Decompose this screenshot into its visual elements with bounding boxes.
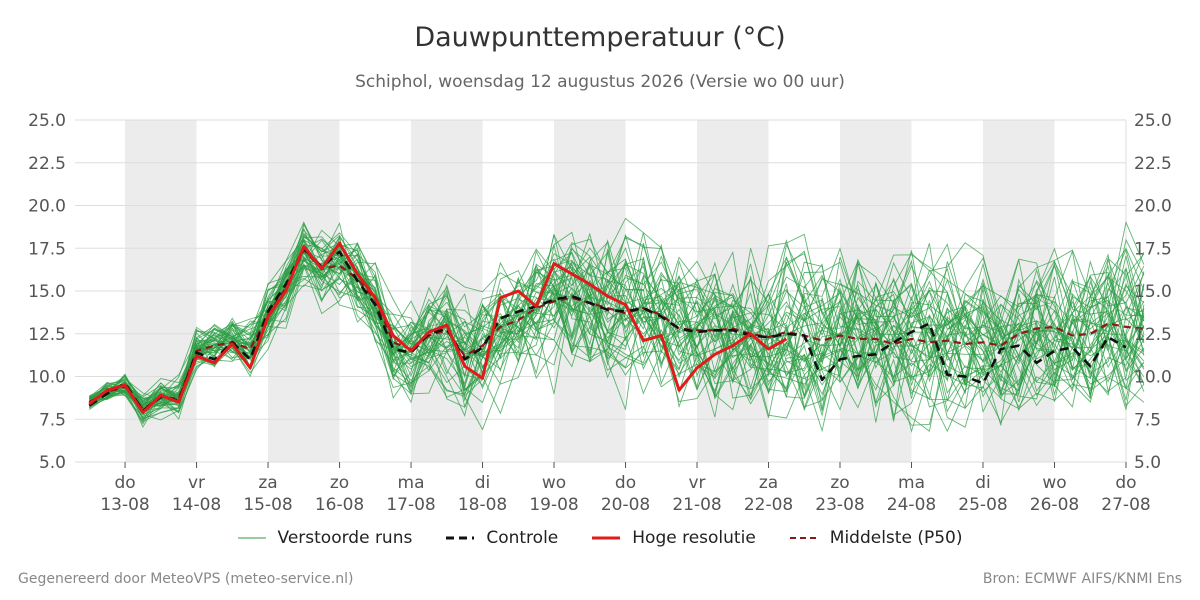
y-tick-label-left: 17.5: [28, 239, 66, 259]
y-tick-label-right: 12.5: [1134, 325, 1172, 345]
x-tick-date: 17-08: [386, 495, 435, 515]
x-tick-weekday: do: [1115, 473, 1136, 493]
x-tick-weekday: wo: [1042, 473, 1066, 493]
ensemble-run-line: [89, 243, 1145, 431]
legend-label-hires: Hoge resolutie: [632, 528, 756, 548]
footer-generated-by: Gegenereerd door MeteoVPS (meteo-service…: [18, 571, 354, 587]
y-tick-label-right: 5.0: [1134, 453, 1161, 473]
y-tick-label-left: 20.0: [28, 197, 66, 217]
x-tick-weekday: do: [615, 473, 636, 493]
y-tick-label-right: 17.5: [1134, 239, 1172, 259]
hires-line: [88, 241, 788, 414]
legend: Verstoorde runs Controle Hoge resolutie …: [0, 528, 1200, 548]
legend-label-ensemble: Verstoorde runs: [277, 528, 413, 548]
ensemble-run-line: [89, 241, 1145, 423]
y-tick-label-left: 12.5: [28, 325, 66, 345]
legend-label-control: Controle: [486, 528, 559, 548]
x-tick-weekday: wo: [542, 473, 566, 493]
y-tick-label-left: 15.0: [28, 282, 66, 302]
x-tick-date: 21-08: [672, 495, 721, 515]
ensemble-run-line: [89, 248, 1145, 406]
y-axis-right: 5.0 7.5 10.0 12.5 15.0 17.5 20.0 22.5 25.0: [1134, 111, 1172, 473]
legend-swatch-control: [446, 536, 475, 540]
y-tick-label-left: 22.5: [28, 154, 66, 174]
y-tick-label-left: 7.5: [39, 410, 66, 430]
x-tick-date: 13-08: [100, 495, 149, 515]
x-tick-date: 23-08: [815, 495, 864, 515]
legend-item-ensemble: Verstoorde runs: [237, 528, 413, 548]
ensemble-run-line: [89, 244, 1145, 414]
y-tick-label-right: 7.5: [1134, 410, 1161, 430]
y-tick-label-right: 25.0: [1134, 111, 1172, 131]
ensemble-run-line: [89, 249, 1145, 412]
y-tick-label-left: 10.0: [28, 368, 66, 388]
main-series: [88, 241, 1145, 414]
x-tick-date: 22-08: [744, 495, 793, 515]
legend-item-control: Controle: [446, 528, 558, 548]
ensemble-run-line: [89, 229, 1145, 433]
y-tick-label-right: 10.0: [1134, 368, 1172, 388]
x-tick-weekday: di: [475, 473, 491, 493]
x-tick-date: 16-08: [315, 495, 364, 515]
y-tick-label-left: 25.0: [28, 111, 66, 131]
legend-item-median: Middelste (P50): [789, 528, 963, 548]
control-line: [88, 247, 1127, 412]
x-tick-date: 19-08: [529, 495, 578, 515]
chart-title: Dauwpunttemperatuur (°C): [414, 22, 786, 53]
x-tick-date: 14-08: [172, 495, 221, 515]
x-tick-weekday: do: [114, 473, 135, 493]
x-tick-weekday: zo: [330, 473, 349, 493]
x-tick-weekday: ma: [398, 473, 425, 493]
x-tick-date: 26-08: [1030, 495, 1079, 515]
ensemble-run-line: [89, 251, 1145, 410]
x-tick-weekday: ma: [898, 473, 925, 493]
y-tick-label-right: 20.0: [1134, 197, 1172, 217]
x-tick-date: 15-08: [243, 495, 292, 515]
x-tick-date: 25-08: [958, 495, 1007, 515]
x-tick-date: 24-08: [887, 495, 936, 515]
x-tick-weekday: vr: [188, 473, 205, 493]
x-tick-date: 27-08: [1101, 495, 1150, 515]
legend-swatch-hires: [592, 536, 621, 540]
legend-swatch-median: [789, 537, 818, 539]
legend-item-hires: Hoge resolutie: [592, 528, 756, 548]
ensemble-run-line: [89, 248, 1145, 413]
y-tick-label-right: 22.5: [1134, 154, 1172, 174]
y-tick-label-right: 15.0: [1134, 282, 1172, 302]
legend-swatch-ensemble: [237, 537, 266, 539]
ensemble-run-line: [89, 232, 1145, 433]
x-tick-weekday: zo: [830, 473, 849, 493]
x-tick-weekday: za: [258, 473, 277, 493]
x-tick-date: 20-08: [601, 495, 650, 515]
x-axis: do13-08vr14-08za15-08zo16-08ma17-08di18-…: [100, 462, 1151, 515]
ensemble-run-line: [89, 241, 1145, 411]
ensemble-run-line: [89, 248, 1145, 412]
legend-label-median: Middelste (P50): [829, 528, 963, 548]
y-tick-label-left: 5.0: [39, 453, 66, 473]
y-axis-left: 5.0 7.5 10.0 12.5 15.0 17.5 20.0 22.5 25.0: [28, 111, 66, 473]
x-tick-weekday: di: [975, 473, 991, 493]
x-tick-weekday: za: [759, 473, 778, 493]
ensemble-run-line: [89, 233, 1145, 421]
footer-source: Bron: ECMWF AIFS/KNMI Ens: [982, 571, 1182, 587]
x-tick-weekday: vr: [688, 473, 705, 493]
chart-subtitle: Schiphol, woensdag 12 augustus 2026 (Ver…: [355, 72, 845, 92]
x-tick-date: 18-08: [458, 495, 507, 515]
